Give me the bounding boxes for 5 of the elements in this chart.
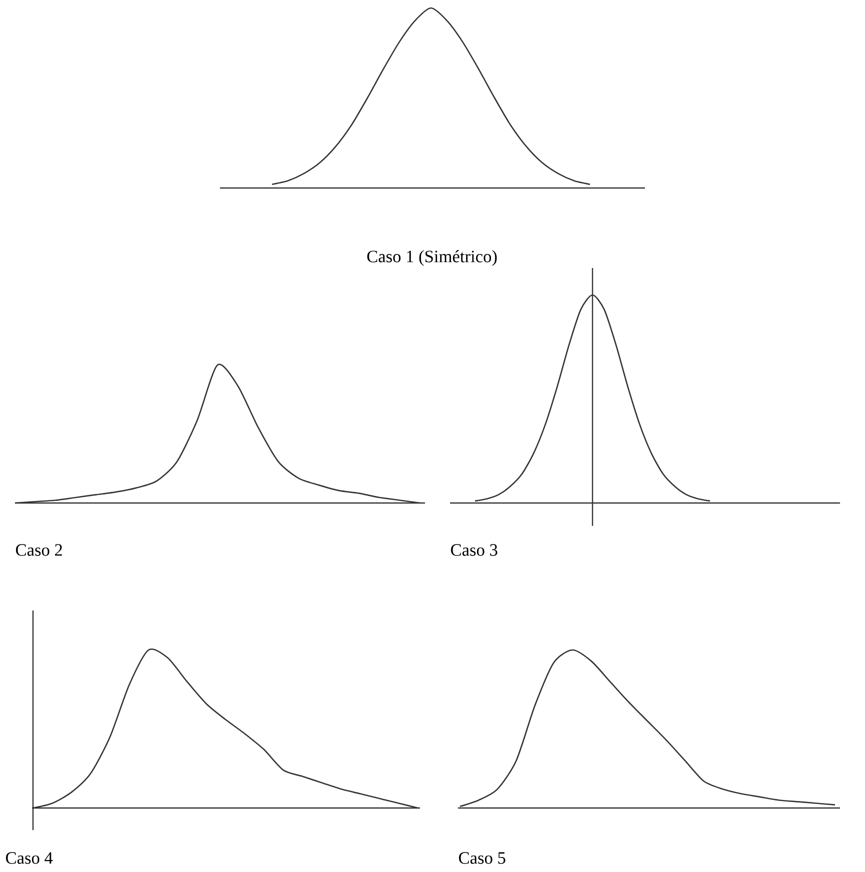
text: Caso 2 bbox=[16, 544, 62, 556]
text: Caso 4 bbox=[6, 852, 53, 864]
text: Caso 5 bbox=[458, 852, 506, 864]
text: Caso 1 (Simétrico) bbox=[367, 250, 497, 266]
text: Caso 3 bbox=[450, 544, 498, 556]
